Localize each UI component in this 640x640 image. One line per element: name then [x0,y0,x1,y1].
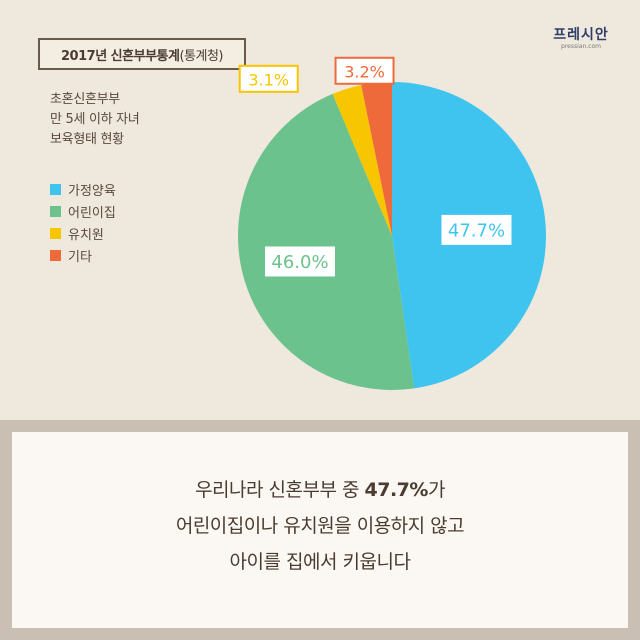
pie-label-text: 47.7% [448,220,505,241]
pie-chart: 47.7% 46.0% 3.1% 3.2% [237,56,546,391]
subtitle-line-2: 만 5세 이하 자녀 [50,112,140,127]
pie-label-box [439,212,514,247]
logo-name: 프레시안 [553,27,609,43]
chart-title-box: 2017년 신혼부부통계 (통계청) [38,38,246,70]
legend-swatch [50,183,61,195]
legend-item-other: 기타 [50,244,116,266]
pie-label-box [262,244,337,279]
legend-item-home: 가정양육 [50,178,116,200]
legend-label: 기타 [68,249,92,265]
subtitle-line-3: 보육형태 현황 [50,132,124,147]
message-line-1-post: 가 [427,479,445,501]
pie-label-box [334,56,395,85]
pie-label-text: 3.1% [248,70,289,89]
pie-label-4: 3.2% [334,56,395,85]
subtitle-line-1: 초혼신혼부부 [50,92,120,107]
top-panel: 2017년 신혼부부통계 (통계청) 초혼신혼부부 만 5세 이하 자녀 보육형태… [0,0,640,420]
legend-swatch [50,227,61,239]
pie-label-text: 3.2% [344,62,385,81]
pie-label-1: 47.7% [439,212,514,247]
legend-swatch [50,205,61,217]
message-panel: 우리나라 신혼부부 중 47.7%가 어린이집이나 유치원을 이용하지 않고 아… [12,432,628,628]
pie-label-2: 46.0% [262,244,337,279]
chart-subtitle: 초혼신혼부부 만 5세 이하 자녀 보육형태 현황 [50,90,210,150]
legend-item-daycare: 어린이집 [50,200,116,222]
pie-label-box [238,64,299,93]
pie-slice-3 [332,85,392,236]
chart-title-source: (통계청) [179,48,223,64]
logo-url: pressian.com [561,43,601,50]
message-text: 우리나라 신혼부부 중 47.7%가 어린이집이나 유치원을 이용하지 않고 아… [12,472,628,580]
message-line-2: 어린이집이나 유치원을 이용하지 않고 [175,515,465,537]
legend-label: 가정양육 [68,183,116,199]
chart-legend: 가정양육 어린이집 유치원 기타 [50,178,116,266]
message-highlight: 47.7% [364,479,429,501]
message-line-1-pre: 우리나라 신혼부부 중 [195,479,365,501]
pie-label-3: 3.1% [238,64,299,93]
legend-swatch [50,249,61,261]
message-line-1: 우리나라 신혼부부 중 47.7%가 [12,472,628,508]
legend-item-kindergarten: 유치원 [50,222,116,244]
chart-title: 2017년 신혼부부통계 [61,48,180,64]
legend-label: 유치원 [68,227,104,243]
pie-slice-2 [237,93,415,391]
pressian-logo: 프레시안 pressian.com [548,24,614,50]
message-line-3: 아이를 집에서 키웁니다 [229,551,411,573]
pie-label-text: 46.0% [271,252,328,273]
pie-slice-4 [361,82,392,236]
legend-label: 어린이집 [68,205,116,221]
